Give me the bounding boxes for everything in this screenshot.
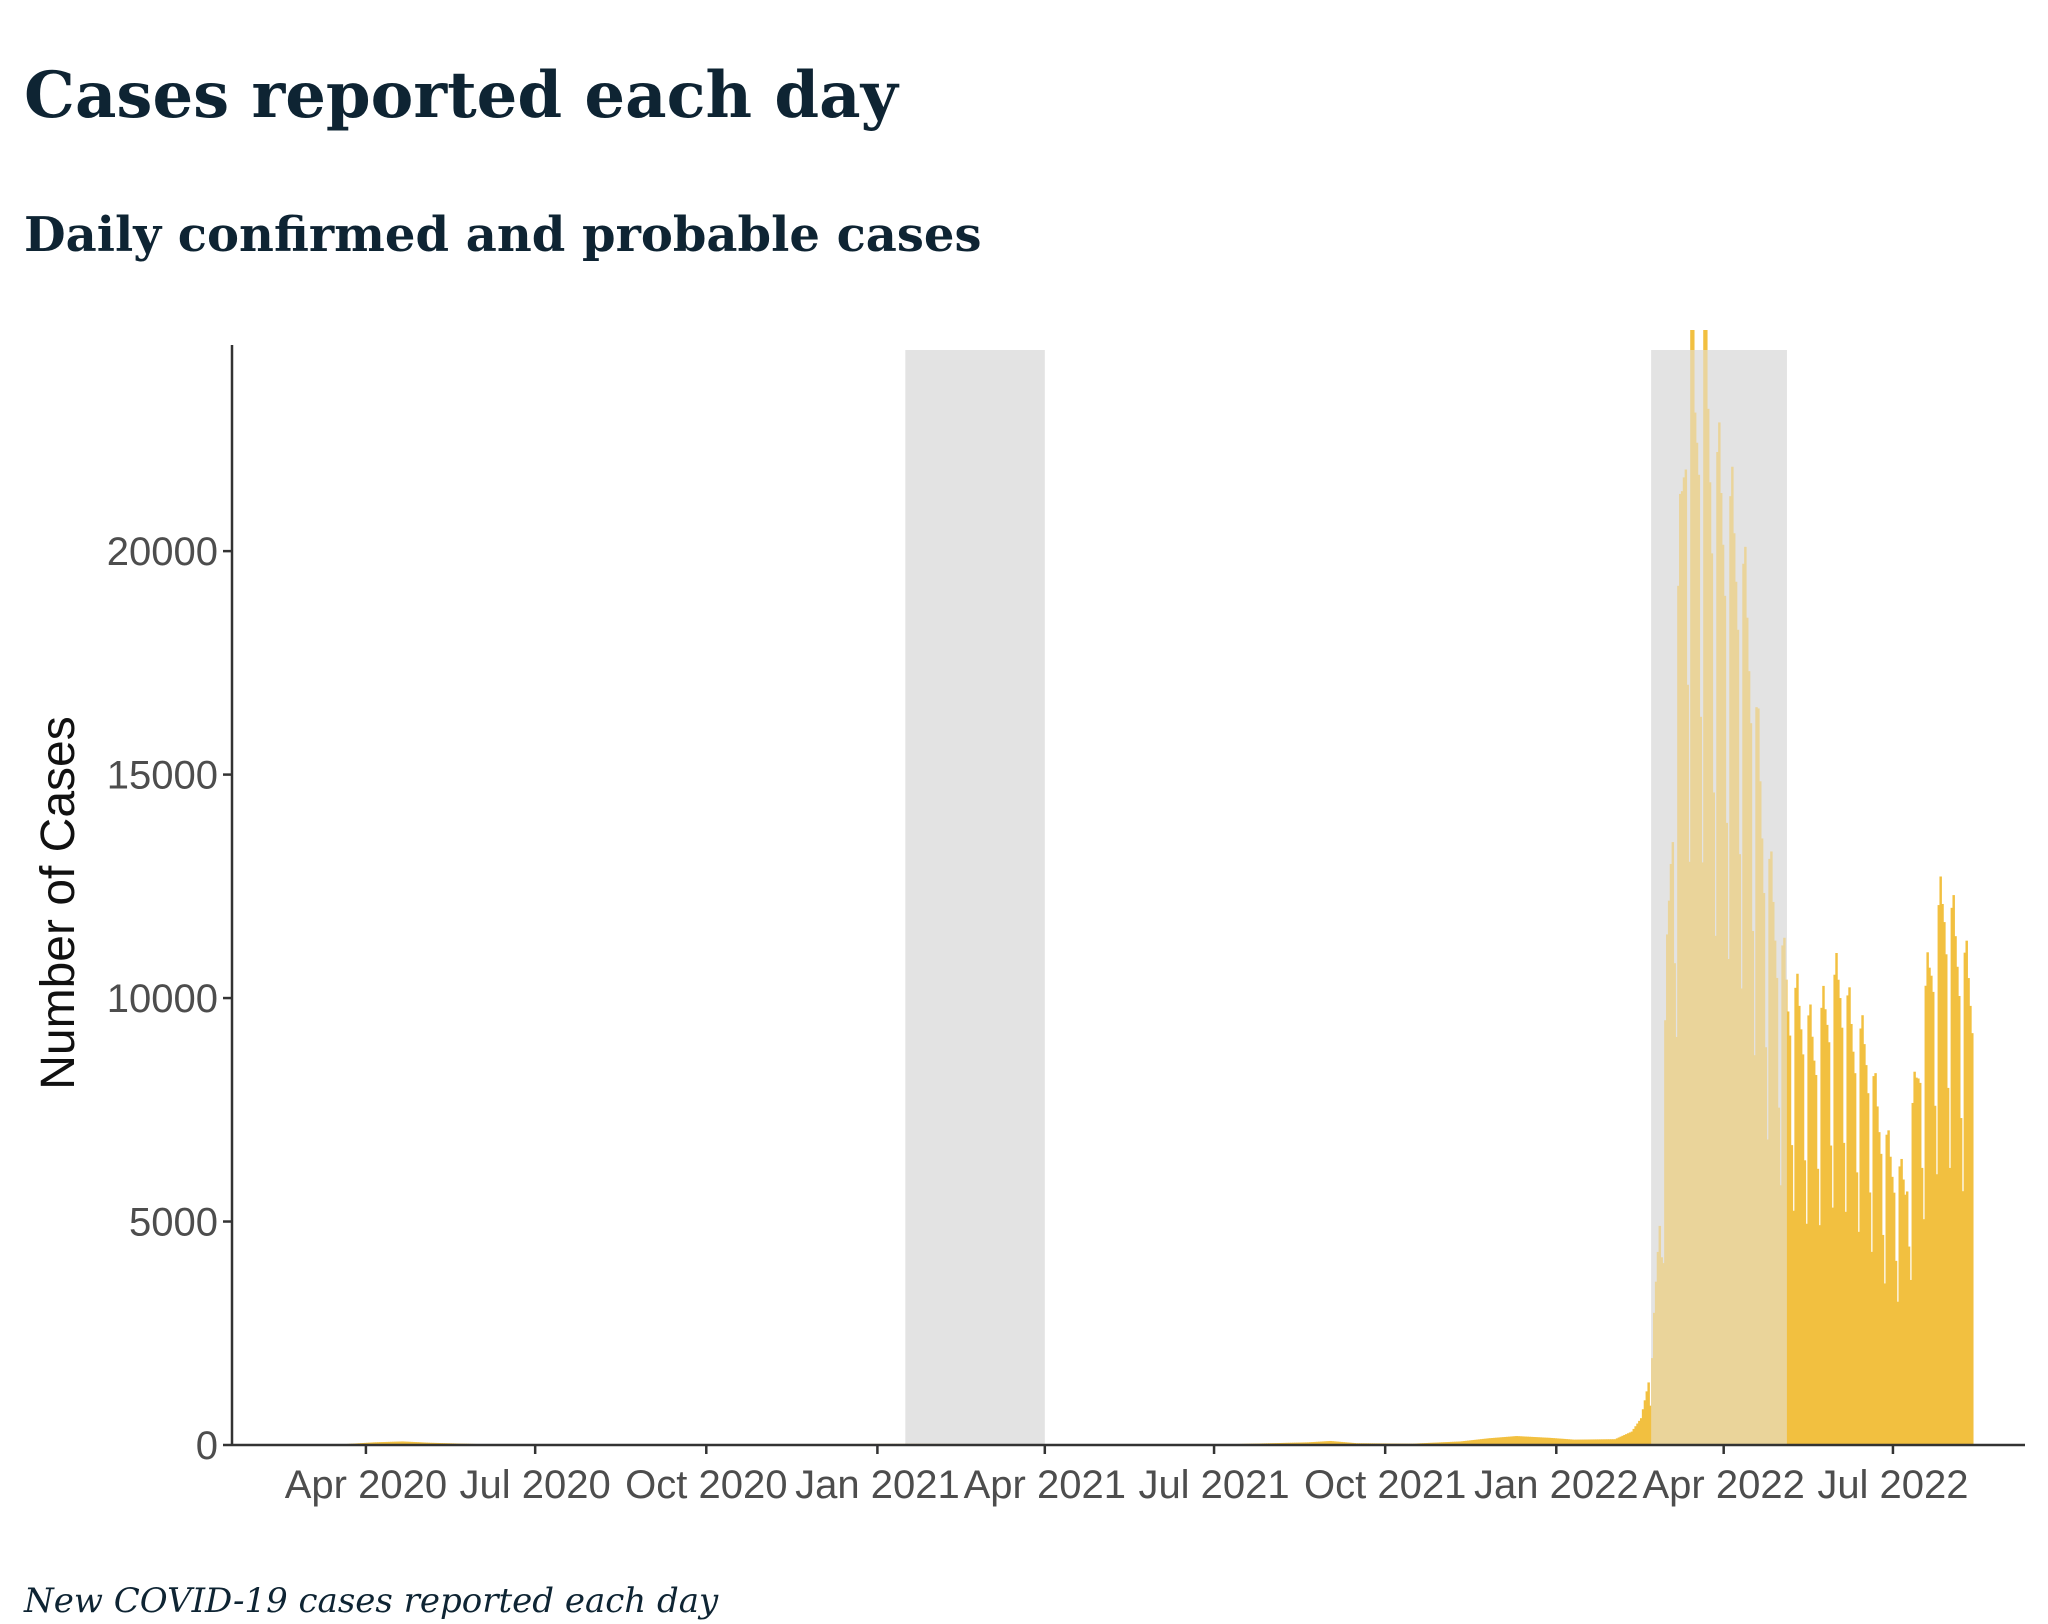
x-tick-label: Jan 2022 [1474, 1463, 1639, 1507]
x-tick-label: Oct 2020 [625, 1463, 787, 1507]
y-axis-label: Number of Cases [32, 716, 85, 1089]
case-bars [314, 330, 1974, 1445]
y-tick-label: 10000 [107, 977, 218, 1021]
daily-cases-chart: 0 5000 10000 15000 20000 Apr 2020 Jul 2020 Oct … [0, 330, 2048, 1560]
y-tick-label: 20000 [107, 530, 218, 574]
x-tick-label: Oct 2021 [1304, 1463, 1466, 1507]
y-tick-label: 5000 [129, 1201, 218, 1245]
x-tick-label: Jul 2020 [460, 1463, 611, 1507]
chart-title: Daily confirmed and probable cases [24, 200, 982, 270]
x-tick-label: Apr 2021 [964, 1463, 1126, 1507]
shaded-period-overlay [1651, 350, 1787, 1445]
shaded-period-1 [905, 350, 1044, 1445]
y-tick-label: 0 [196, 1424, 218, 1468]
x-tick-label: Apr 2020 [285, 1463, 447, 1507]
x-tick-label: Jul 2021 [1138, 1463, 1289, 1507]
x-tick-label: Jan 2021 [795, 1463, 960, 1507]
y-tick-label: 15000 [107, 754, 218, 798]
chart-caption: New COVID-19 cases reported each day [24, 1578, 718, 1624]
page-title: Cases reported each day [24, 52, 898, 140]
x-tick-label: Jul 2022 [1817, 1463, 1968, 1507]
x-tick-label: Apr 2022 [1643, 1463, 1805, 1507]
case-bar [1971, 1033, 1973, 1445]
